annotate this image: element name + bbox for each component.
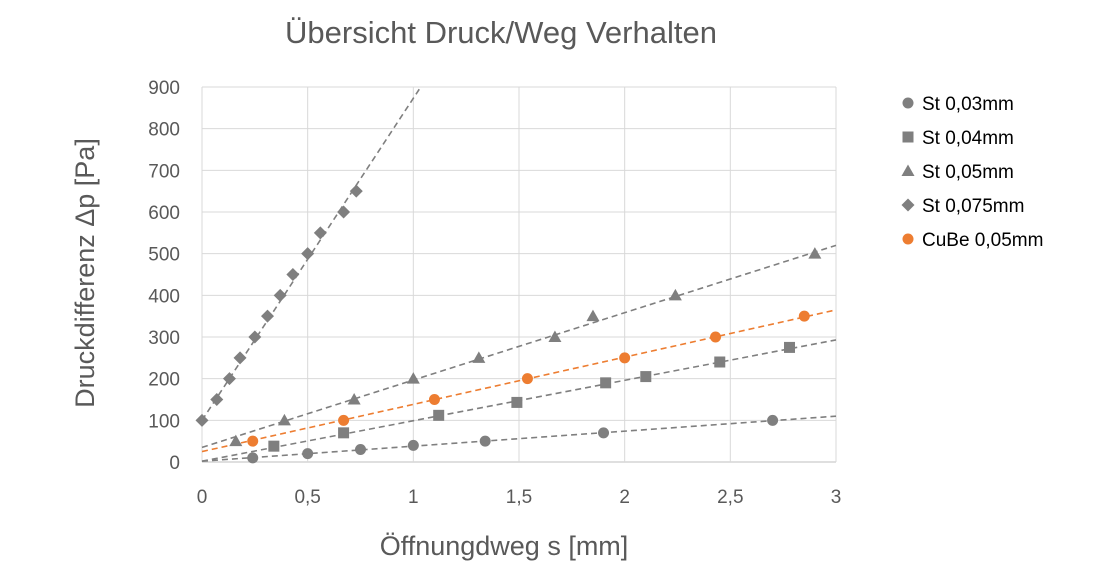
x-tick-label: 0,5 — [294, 487, 320, 508]
x-tick-label: 1,5 — [506, 487, 532, 508]
data-point-st-0-04mm — [433, 409, 445, 421]
data-point-cube-0-05mm — [798, 310, 810, 322]
data-point-st-0-03mm — [767, 414, 779, 426]
legend-marker-st-0-05mm — [901, 164, 915, 176]
trendline-st-0-05mm — [201, 244, 837, 449]
x-tick-labels: 0 0,5 1 1,5 2 2,5 3 — [197, 487, 842, 508]
data-point-st-0-05mm — [668, 288, 682, 301]
data-point-st-0-075mm — [301, 247, 315, 261]
legend-label-st-0-05mm: St 0,05mm — [922, 162, 1014, 183]
data-point-st-0-075mm — [337, 205, 351, 219]
data-point-st-0-05mm — [347, 393, 361, 405]
data-point-st-0-03mm — [355, 444, 366, 455]
data-point-st-0-05mm — [586, 309, 600, 322]
x-tick-label: 3 — [831, 487, 842, 508]
y-tick-label: 700 — [148, 161, 180, 182]
data-point-st-0-03mm — [302, 448, 314, 460]
data-point-st-0-03mm — [247, 452, 259, 464]
y-tick-label: 100 — [148, 411, 180, 432]
x-tick-label: 1 — [408, 487, 419, 508]
data-point-cube-0-05mm — [710, 331, 722, 343]
y-tick-label: 800 — [148, 120, 180, 141]
y-tick-label: 500 — [148, 245, 180, 266]
legend-marker-st-0-03mm — [902, 97, 914, 109]
data-point-st-0-03mm — [407, 439, 419, 451]
data-point-st-0-05mm — [277, 413, 291, 426]
y-tick-label: 400 — [148, 286, 180, 307]
data-point-st-0-075mm — [349, 184, 363, 198]
x-tick-label: 2,5 — [717, 487, 743, 508]
data-point-st-0-075mm — [210, 393, 224, 406]
data-point-st-0-05mm — [808, 247, 822, 259]
data-point-st-0-04mm — [640, 371, 652, 383]
y-tick-labels: 0 100 200 300 400 500 600 700 800 900 — [148, 78, 180, 474]
y-tick-label: 0 — [169, 453, 180, 474]
data-point-st-0-03mm — [479, 435, 491, 447]
data-point-st-0-075mm — [261, 309, 275, 323]
data-point-st-0-05mm — [406, 372, 420, 384]
data-point-st-0-03mm — [598, 427, 610, 439]
legend-marker-st-0-075mm — [901, 198, 915, 212]
data-point-st-0-075mm — [222, 372, 236, 386]
x-tick-label: 2 — [619, 487, 630, 508]
data-point-cube-0-05mm — [247, 435, 259, 447]
y-axis-title: Druckdifferenz Δp [Pa] — [70, 138, 100, 408]
data-point-st-0-05mm — [548, 330, 562, 342]
data-point-cube-0-05mm — [338, 414, 350, 426]
data-point-st-0-075mm — [313, 226, 327, 240]
data-point-cube-0-05mm — [428, 394, 440, 405]
data-point-st-0-075mm — [248, 330, 262, 344]
x-axis-title: Öffnungdweg s [mm] — [380, 531, 629, 561]
y-tick-label: 300 — [148, 328, 180, 349]
data-point-st-0-04mm — [784, 341, 796, 353]
legend-label-st-0-03mm: St 0,03mm — [922, 94, 1014, 115]
data-point-st-0-075mm — [233, 351, 247, 365]
data-point-st-0-075mm — [195, 413, 209, 427]
y-tick-label: 900 — [148, 78, 180, 99]
trendline-cube-0-05mm — [201, 309, 837, 453]
data-point-cube-0-05mm — [521, 373, 533, 385]
data-point-st-0-04mm — [338, 427, 350, 439]
chart-title: Übersicht Druck/Weg Verhalten — [285, 15, 717, 50]
data-point-st-0-075mm — [273, 288, 287, 302]
data-point-st-0-075mm — [286, 268, 300, 281]
legend-label-st-0-04mm: St 0,04mm — [922, 128, 1014, 149]
data-point-st-0-04mm — [511, 396, 523, 408]
y-tick-label: 600 — [148, 203, 180, 224]
data-point-st-0-04mm — [600, 377, 612, 389]
trendline-st-0-075mm — [201, 86, 422, 421]
x-tick-label: 0 — [197, 487, 208, 508]
legend-label-cube-0-05mm: CuBe 0,05mm — [922, 230, 1043, 251]
legend-marker-cube-0-05mm — [902, 233, 914, 245]
data-point-st-0-05mm — [472, 351, 486, 363]
legend: St 0,03mm St 0,04mm St 0,05mm St 0,075mm CuB… — [901, 94, 1043, 251]
data-point-st-0-04mm — [714, 356, 726, 368]
legend-marker-st-0-04mm — [902, 131, 914, 143]
legend-label-st-0-075mm: St 0,075mm — [922, 196, 1024, 217]
data-point-cube-0-05mm — [619, 352, 631, 364]
data-point-st-0-04mm — [268, 440, 280, 452]
y-tick-label: 200 — [148, 370, 180, 391]
data-markers — [195, 184, 822, 464]
data-point-st-0-05mm — [229, 434, 243, 447]
